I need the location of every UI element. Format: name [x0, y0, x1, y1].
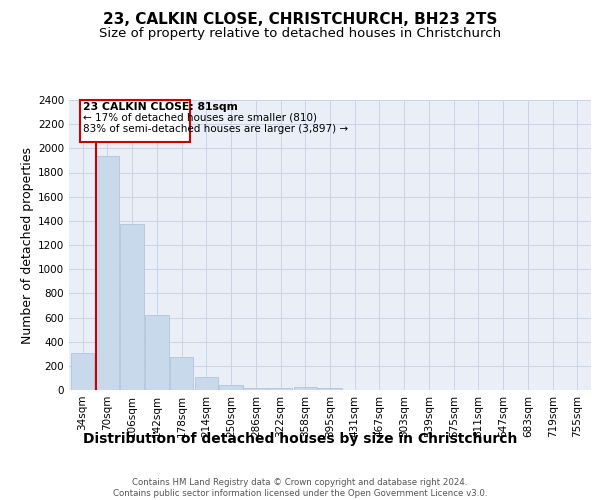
- Text: Size of property relative to detached houses in Christchurch: Size of property relative to detached ho…: [99, 28, 501, 40]
- Bar: [95, 156, 119, 390]
- Text: 23, CALKIN CLOSE, CHRISTCHURCH, BH23 2TS: 23, CALKIN CLOSE, CHRISTCHURCH, BH23 2TS: [103, 12, 497, 28]
- Text: Distribution of detached houses by size in Christchurch: Distribution of detached houses by size …: [83, 432, 517, 446]
- FancyBboxPatch shape: [80, 100, 190, 141]
- Text: ← 17% of detached houses are smaller (810): ← 17% of detached houses are smaller (81…: [83, 112, 317, 122]
- Bar: [269, 388, 292, 390]
- Text: 23 CALKIN CLOSE: 81sqm: 23 CALKIN CLOSE: 81sqm: [83, 102, 238, 113]
- Bar: [145, 315, 169, 390]
- Bar: [121, 224, 144, 390]
- Bar: [194, 378, 218, 390]
- Bar: [293, 387, 317, 390]
- Bar: [244, 388, 268, 390]
- Bar: [170, 358, 193, 390]
- Text: 83% of semi-detached houses are larger (3,897) →: 83% of semi-detached houses are larger (…: [83, 124, 348, 134]
- Bar: [219, 384, 243, 390]
- Bar: [71, 352, 94, 390]
- Bar: [318, 388, 342, 390]
- Y-axis label: Number of detached properties: Number of detached properties: [21, 146, 34, 344]
- Text: Contains HM Land Registry data © Crown copyright and database right 2024.
Contai: Contains HM Land Registry data © Crown c…: [113, 478, 487, 498]
